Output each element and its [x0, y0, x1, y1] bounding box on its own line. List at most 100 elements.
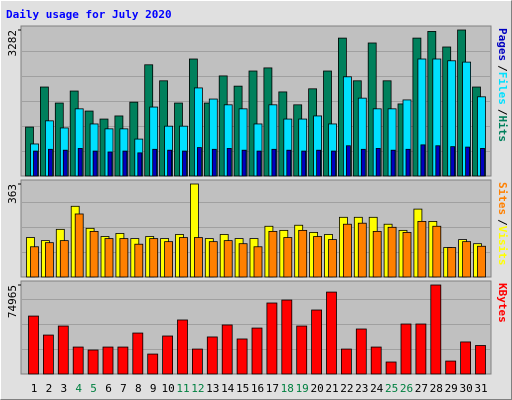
x-tick-label: 22: [340, 382, 353, 395]
bar: [149, 238, 159, 278]
legend-separator: /: [496, 109, 509, 116]
bar: [241, 149, 247, 177]
x-tick-label: 19: [296, 382, 309, 395]
bar: [104, 238, 114, 278]
bar: [298, 229, 308, 278]
legend-separator: /: [496, 65, 509, 72]
bar: [370, 346, 382, 375]
bar: [117, 346, 129, 375]
bar: [340, 348, 352, 375]
bar: [415, 323, 427, 375]
bar: [296, 325, 308, 375]
legend: Sites /Visits: [496, 182, 509, 266]
bar: [33, 150, 38, 177]
bar: [223, 240, 233, 278]
x-tick-label: 3: [60, 382, 67, 395]
bar: [430, 284, 442, 375]
legend-entry: Visits: [496, 226, 509, 266]
x-tick-label: 28: [430, 382, 443, 395]
bar: [57, 325, 69, 375]
x-tick-label: 20: [310, 382, 323, 395]
x-tick-label: 31: [474, 382, 487, 395]
bar: [283, 237, 293, 278]
bar: [62, 149, 68, 177]
bar: [375, 148, 381, 177]
y-tick-label: 74965: [6, 285, 19, 318]
bar: [480, 148, 485, 177]
x-tick-label: 15: [236, 382, 249, 395]
bar: [211, 148, 217, 177]
bar: [59, 240, 69, 278]
legend: KBytes: [496, 283, 509, 323]
bar: [345, 145, 351, 177]
bar: [251, 327, 263, 375]
bar: [226, 148, 232, 177]
x-tick-label: 5: [90, 382, 97, 395]
x-tick-label: 29: [445, 382, 458, 395]
bar: [122, 150, 128, 177]
bar: [196, 147, 202, 177]
bar: [162, 335, 174, 375]
chart-title: Daily usage for July 2020: [6, 8, 172, 21]
x-tick-label: 1: [31, 382, 38, 395]
legend-entry: Files: [496, 72, 509, 105]
x-tick-label: 23: [355, 382, 368, 395]
x-tick-label: 11: [176, 382, 189, 395]
bar: [390, 149, 396, 177]
bar: [236, 338, 248, 375]
bar: [450, 146, 456, 177]
bar: [445, 360, 457, 375]
bar: [460, 341, 472, 375]
bar: [311, 309, 323, 375]
bar: [253, 246, 263, 278]
bar: [326, 291, 337, 375]
bar: [107, 151, 113, 177]
bar: [405, 148, 411, 177]
y-tick-label: 3282: [6, 30, 19, 57]
legend-entry: Sites: [496, 182, 509, 215]
bar: [342, 223, 352, 278]
x-tick-label: 7: [120, 382, 127, 395]
x-tick-label: 6: [105, 382, 112, 395]
x-tick-label: 8: [135, 382, 142, 395]
legend-entry: Hits: [496, 116, 509, 143]
bar: [74, 213, 84, 278]
bar: [400, 323, 412, 375]
legend: Pages/Files/Hits: [496, 28, 509, 142]
bar: [286, 149, 292, 177]
bar: [72, 346, 84, 375]
bar: [164, 241, 174, 278]
bar: [357, 222, 367, 278]
bar: [137, 152, 143, 177]
x-tick-label: 2: [46, 382, 53, 395]
bar: [268, 230, 278, 278]
x-tick-label: 16: [251, 382, 264, 395]
bar: [355, 328, 367, 375]
x-tick-label: 21: [325, 382, 338, 395]
bar: [167, 149, 173, 177]
bar: [221, 324, 233, 375]
x-tick-label: 14: [221, 382, 235, 395]
legend-entry: Pages: [496, 28, 509, 61]
bar: [152, 148, 158, 177]
bar: [323, 70, 332, 177]
x-tick-label: 25: [385, 382, 398, 395]
bar: [432, 225, 442, 278]
bar: [119, 238, 129, 278]
x-tick-label: 17: [266, 382, 279, 395]
bar: [92, 150, 98, 177]
bar: [387, 226, 397, 278]
bar: [331, 150, 336, 177]
bar: [45, 242, 54, 278]
x-tick-label: 26: [400, 382, 413, 395]
bar: [102, 346, 114, 375]
x-tick-label: 9: [150, 382, 157, 395]
bar: [177, 319, 188, 375]
bar: [28, 315, 39, 375]
bar: [447, 247, 457, 278]
bar: [435, 145, 441, 177]
bar: [132, 332, 144, 375]
bar: [313, 236, 323, 278]
